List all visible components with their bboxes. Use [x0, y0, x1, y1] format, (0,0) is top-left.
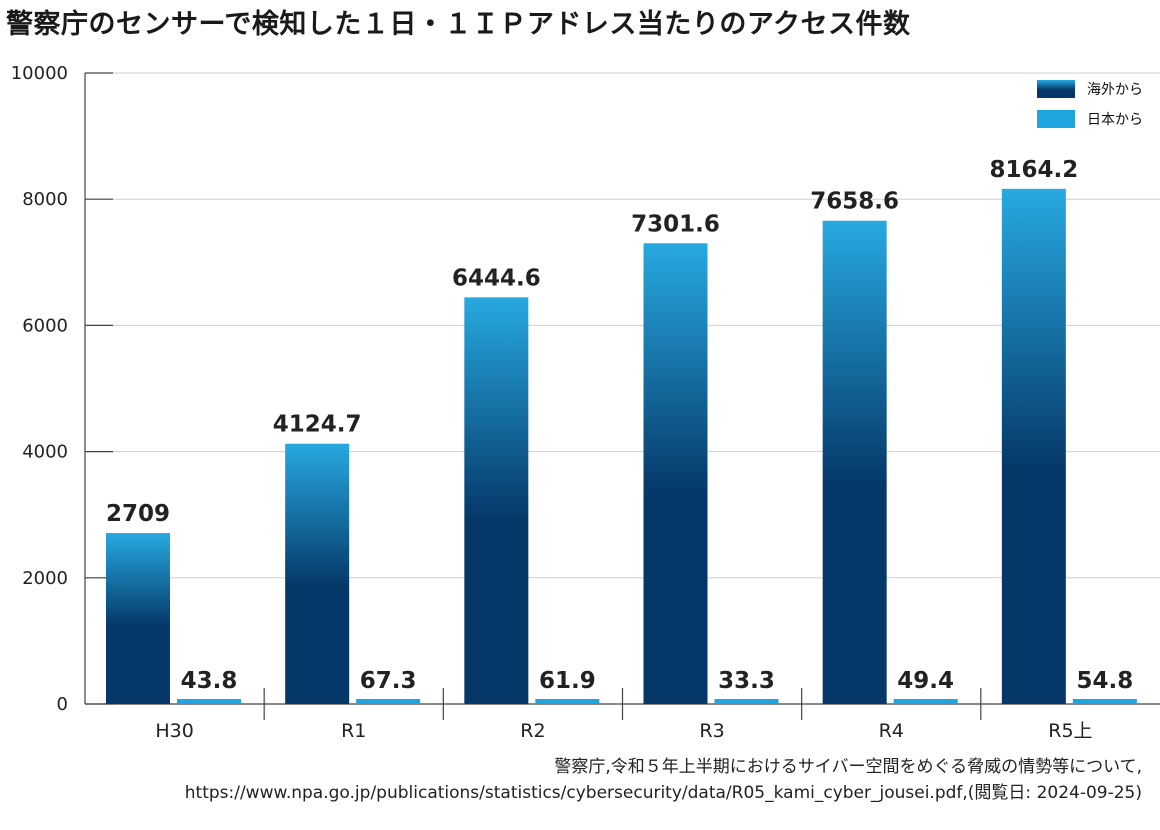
bar-overseas [285, 443, 350, 704]
value-label-overseas: 8164.2 [989, 157, 1078, 183]
bar-overseas [106, 533, 170, 704]
bar-japan [1072, 699, 1137, 704]
source-line-2: https://www.npa.go.jp/publications/stati… [184, 783, 1142, 803]
data-labels: 2709 43.8 4124.7 67.3 6444.6 61.9 7301.6 33.3 76… [106, 157, 1133, 694]
y-tick-label: 0 [57, 694, 68, 715]
axes: 0 2000 4000 6000 8000 10000 H30 R1 R2 R3 R4 R5上 [11, 63, 1160, 742]
bar-overseas [643, 243, 708, 704]
y-tick-label: 10000 [11, 63, 68, 84]
x-tick-label: R1 [341, 720, 366, 742]
value-label-japan: 43.8 [181, 668, 238, 694]
bar-japan [356, 699, 421, 704]
bar-overseas [1001, 188, 1066, 704]
legend-swatch-japan [1037, 110, 1075, 128]
y-tick-label: 4000 [22, 442, 68, 463]
bar-japan [714, 699, 779, 704]
bar-japan [535, 699, 600, 704]
y-tick-label: 8000 [22, 189, 68, 210]
bar-japan [177, 699, 241, 704]
bar-overseas [464, 297, 529, 704]
y-tick-label: 6000 [22, 315, 68, 336]
y-tick-label: 2000 [22, 568, 68, 589]
bar-overseas [822, 220, 887, 704]
value-label-japan: 61.9 [539, 668, 596, 694]
x-tick-label: R3 [699, 720, 724, 742]
x-tick-label: R5上 [1048, 720, 1092, 742]
bar-chart: 0 2000 4000 6000 8000 10000 H30 R1 R2 R3 R4 R5上 270… [11, 63, 1160, 742]
bar-japan [893, 699, 958, 704]
x-tick-label: R4 [879, 720, 904, 742]
source-note: 警察庁,令和５年上半期におけるサイバー空間をめぐる脅威の情勢等について, htt… [185, 754, 1142, 806]
value-label-japan: 67.3 [360, 668, 417, 694]
value-label-overseas: 7301.6 [631, 211, 720, 237]
value-label-japan: 33.3 [718, 668, 775, 694]
gridlines [85, 72, 1160, 579]
chart-title: 警察庁のセンサーで検知した１日・１ＩＰアドレス当たりのアクセス件数 [6, 9, 911, 40]
x-tick-label: H30 [155, 720, 193, 742]
value-label-overseas: 2709 [106, 501, 170, 527]
value-label-japan: 49.4 [897, 668, 954, 694]
value-label-overseas: 4124.7 [273, 412, 362, 438]
x-tick-label: R2 [520, 720, 545, 742]
value-label-overseas: 7658.6 [810, 189, 899, 215]
value-label-japan: 54.8 [1076, 668, 1133, 694]
legend-swatch-overseas [1037, 80, 1075, 98]
bars [106, 188, 1137, 704]
source-line-1: 警察庁,令和５年上半期におけるサイバー空間をめぐる脅威の情勢等について, [554, 757, 1142, 777]
value-label-overseas: 6444.6 [452, 265, 541, 291]
legend-label-japan: 日本から [1087, 112, 1143, 128]
legend-label-overseas: 海外から [1087, 82, 1143, 98]
